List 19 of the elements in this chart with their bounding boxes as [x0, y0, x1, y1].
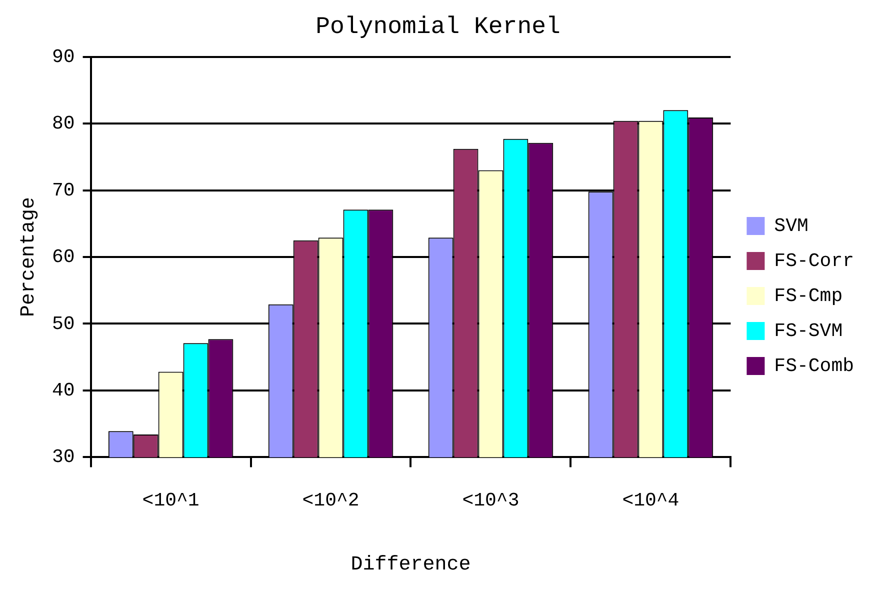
- x-tick-label: <10^1: [142, 490, 200, 512]
- x-tick-label: <10^4: [622, 490, 680, 512]
- legend-label: FS-Comb: [774, 355, 854, 378]
- x-tick-label: <10^2: [302, 490, 360, 512]
- legend-label: SVM: [774, 215, 808, 238]
- y-tick-label: 30: [52, 446, 75, 468]
- y-tick-label: 50: [52, 312, 75, 335]
- legend-label: FS-Cmp: [774, 285, 843, 308]
- y-tick-label: 70: [52, 179, 75, 202]
- chart-title: Polynomial Kernel: [316, 14, 560, 41]
- x-axis-title: Difference: [350, 553, 471, 576]
- y-tick-label: 90: [52, 46, 75, 68]
- y-tick-label: 60: [52, 246, 75, 268]
- y-axis-title: Percentage: [17, 196, 40, 318]
- legend-label: FS-SVM: [774, 320, 843, 342]
- legend-label: FS-Corr: [774, 250, 854, 272]
- y-tick-label: 80: [52, 112, 75, 135]
- x-tick-label: <10^3: [462, 490, 520, 512]
- y-tick-label: 40: [52, 380, 75, 402]
